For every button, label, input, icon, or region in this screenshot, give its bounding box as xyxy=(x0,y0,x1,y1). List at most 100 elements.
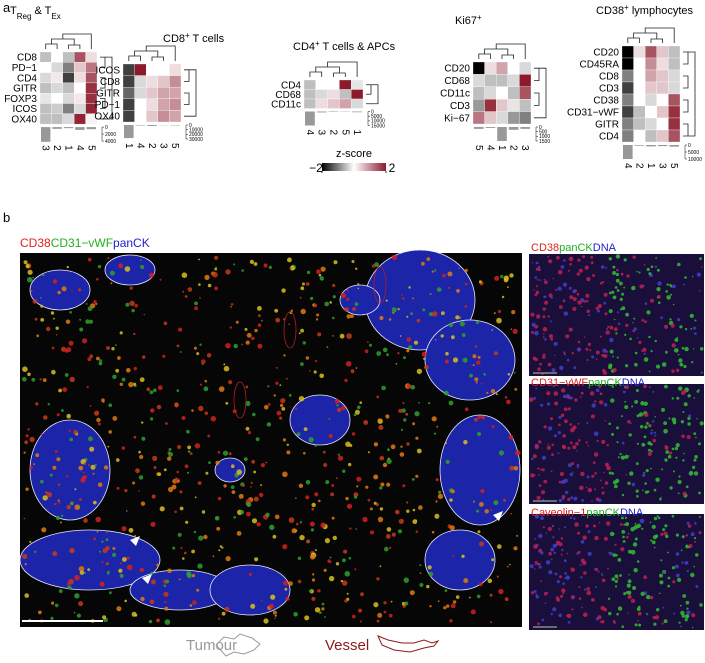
cell-signal xyxy=(593,462,594,463)
cell-signal xyxy=(594,536,598,540)
cell-signal xyxy=(586,441,588,443)
cell-signal xyxy=(86,303,88,305)
cell-signal xyxy=(230,326,232,328)
cell-signal xyxy=(605,330,609,334)
cell-signal xyxy=(314,304,318,308)
cell-signal xyxy=(141,437,145,441)
heatmap-cell xyxy=(668,94,680,106)
cell-signal xyxy=(345,442,350,447)
cell-signal xyxy=(562,498,564,500)
cell-signal xyxy=(221,547,223,549)
cell-signal xyxy=(560,472,564,476)
cell-signal xyxy=(150,572,153,575)
channel-name: panCK xyxy=(113,236,150,250)
cell-signal xyxy=(314,445,316,447)
cell-signal xyxy=(490,621,492,623)
cell-signal xyxy=(355,528,357,530)
cell-signal xyxy=(203,535,207,539)
cell-signal xyxy=(563,259,566,262)
cell-signal xyxy=(645,491,648,494)
cell-signal xyxy=(617,441,619,443)
cell-signal xyxy=(610,532,614,536)
cell-signal xyxy=(553,544,557,548)
cell-signal xyxy=(686,534,689,537)
cell-signal xyxy=(578,439,581,442)
cell-signal xyxy=(444,391,449,396)
cell-signal xyxy=(22,366,28,372)
cell-signal xyxy=(426,585,429,588)
cell-signal xyxy=(636,490,639,493)
cell-signal xyxy=(672,285,676,289)
cell-signal xyxy=(610,326,614,330)
count-bar xyxy=(509,127,519,130)
cell-signal xyxy=(597,310,600,313)
cell-signal xyxy=(107,446,109,448)
heatmap-cell xyxy=(496,74,508,86)
cell-signal xyxy=(277,411,282,416)
title-part: + xyxy=(477,13,482,22)
cell-signal xyxy=(358,288,360,290)
cell-signal xyxy=(451,489,455,493)
cell-signal xyxy=(93,538,96,541)
cell-signal xyxy=(627,420,631,424)
cell-signal xyxy=(441,334,444,337)
heatmap-cell xyxy=(146,87,158,99)
cell-signal xyxy=(345,571,351,577)
cell-signal xyxy=(634,568,638,572)
heatmap-cell xyxy=(634,94,646,106)
cell-signal xyxy=(655,534,658,537)
cell-signal xyxy=(697,390,700,393)
cell-signal xyxy=(380,456,385,461)
cell-signal xyxy=(694,397,696,399)
cell-signal xyxy=(415,475,418,478)
heatmap-cell xyxy=(74,62,85,72)
cell-signal xyxy=(579,269,583,273)
cell-signal xyxy=(569,328,573,332)
cell-signal xyxy=(216,527,220,531)
cell-signal xyxy=(625,324,628,327)
cell-signal xyxy=(568,407,571,410)
cell-signal xyxy=(657,281,661,285)
cell-signal xyxy=(550,417,553,420)
cell-signal xyxy=(224,366,230,372)
heatmap-cell xyxy=(496,112,508,124)
cell-signal xyxy=(677,578,681,582)
cell-signal xyxy=(605,420,606,421)
row-label: CD38 xyxy=(593,96,619,107)
cell-signal xyxy=(559,528,561,530)
cell-signal xyxy=(682,594,686,598)
cell-signal xyxy=(469,374,473,378)
cell-signal xyxy=(158,472,162,476)
cell-signal xyxy=(534,474,536,476)
cell-signal xyxy=(96,278,99,281)
cell-signal xyxy=(465,283,468,286)
cell-signal xyxy=(408,345,412,349)
cell-signal xyxy=(554,402,558,406)
cell-signal xyxy=(434,433,436,435)
cell-signal xyxy=(56,457,60,461)
cell-signal xyxy=(269,604,274,609)
cell-signal xyxy=(79,328,83,332)
cell-signal xyxy=(410,590,415,595)
cell-signal xyxy=(202,510,205,513)
cell-signal xyxy=(299,535,304,540)
column-label: 4 xyxy=(74,145,85,151)
cell-signal xyxy=(597,440,599,442)
cell-signal xyxy=(564,311,568,315)
cell-signal xyxy=(609,309,613,313)
cell-signal xyxy=(87,568,90,571)
colorbar-tick-label: 2 xyxy=(389,161,396,175)
cell-signal xyxy=(332,517,335,520)
cell-signal xyxy=(539,484,542,487)
cell-signal xyxy=(340,334,345,339)
cell-signal xyxy=(647,268,650,271)
cell-signal xyxy=(129,301,134,306)
cell-signal xyxy=(641,443,645,447)
cell-signal xyxy=(99,551,101,553)
cell-signal xyxy=(52,551,57,556)
cell-signal xyxy=(659,574,663,578)
count-bar xyxy=(474,127,484,129)
cell-signal xyxy=(178,328,182,332)
cell-signal xyxy=(40,480,44,484)
cell-signal xyxy=(316,318,318,320)
